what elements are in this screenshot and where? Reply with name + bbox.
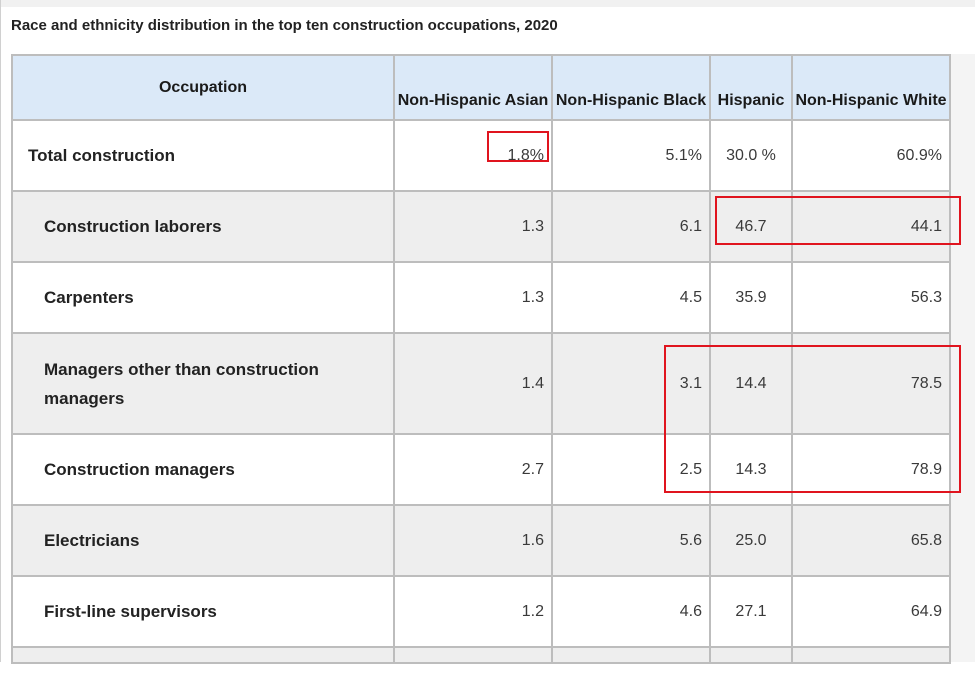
row-label: Managers other than construction manager… xyxy=(11,332,395,435)
chart-title: Race and ethnicity distribution in the t… xyxy=(11,17,558,34)
cell-hispanic: 27.1 xyxy=(709,575,793,648)
partial-cell xyxy=(551,646,711,664)
cell-white: 44.1 xyxy=(791,190,951,263)
cell-white: 60.9% xyxy=(791,119,951,192)
table-row: Managers other than construction manager… xyxy=(11,332,951,435)
partial-cell xyxy=(791,646,951,664)
table-row: Carpenters 1.3 4.5 35.9 56.3 xyxy=(11,261,951,334)
table-row: Construction laborers 1.3 6.1 46.7 44.1 xyxy=(11,190,951,263)
cell-asian: 1.8% xyxy=(393,119,553,192)
partial-cell xyxy=(709,646,793,664)
cell-black: 3.1 xyxy=(551,332,711,435)
row-label: Electricians xyxy=(11,504,395,577)
cell-asian: 1.4 xyxy=(393,332,553,435)
row-label: First-line supervisors xyxy=(11,575,395,648)
right-shade xyxy=(950,54,975,662)
cell-asian: 1.3 xyxy=(393,261,553,334)
cell-asian: 2.7 xyxy=(393,433,553,506)
cell-hispanic: 35.9 xyxy=(709,261,793,334)
left-rule xyxy=(0,0,1,662)
cell-hispanic: 30.0 % xyxy=(709,119,793,192)
cell-black: 5.1% xyxy=(551,119,711,192)
cell-hispanic: 14.3 xyxy=(709,433,793,506)
partial-cell xyxy=(11,646,395,664)
cell-white: 78.9 xyxy=(791,433,951,506)
cell-black: 4.6 xyxy=(551,575,711,648)
cell-hispanic: 46.7 xyxy=(709,190,793,263)
cell-white: 56.3 xyxy=(791,261,951,334)
column-header-white: Non-Hispanic White xyxy=(791,54,951,121)
cell-asian: 1.3 xyxy=(393,190,553,263)
table-row: Construction managers 2.7 2.5 14.3 78.9 xyxy=(11,433,951,506)
cell-black: 2.5 xyxy=(551,433,711,506)
cell-white: 64.9 xyxy=(791,575,951,648)
partial-cell xyxy=(393,646,553,664)
cell-white: 65.8 xyxy=(791,504,951,577)
data-table: Occupation Non-Hispanic Asian Non-Hispan… xyxy=(11,54,951,664)
cell-hispanic: 14.4 xyxy=(709,332,793,435)
column-header-hispanic: Hispanic xyxy=(709,54,793,121)
row-label: Carpenters xyxy=(11,261,395,334)
column-header-occupation: Occupation xyxy=(11,54,395,121)
cell-black: 6.1 xyxy=(551,190,711,263)
cell-black: 4.5 xyxy=(551,261,711,334)
table-row-partial xyxy=(11,646,951,664)
table-row: First-line supervisors 1.2 4.6 27.1 64.9 xyxy=(11,575,951,648)
cell-asian: 1.2 xyxy=(393,575,553,648)
cell-black: 5.6 xyxy=(551,504,711,577)
row-label: Construction managers xyxy=(11,433,395,506)
table-row: Total construction 1.8% 5.1% 30.0 % 60.9… xyxy=(11,119,951,192)
column-header-black: Non-Hispanic Black xyxy=(551,54,711,121)
cell-white: 78.5 xyxy=(791,332,951,435)
row-label: Construction laborers xyxy=(11,190,395,263)
header-row: Occupation Non-Hispanic Asian Non-Hispan… xyxy=(11,54,951,121)
row-label: Total construction xyxy=(11,119,395,192)
cell-asian: 1.6 xyxy=(393,504,553,577)
cell-hispanic: 25.0 xyxy=(709,504,793,577)
top-strip xyxy=(0,0,975,7)
column-header-asian: Non-Hispanic Asian xyxy=(393,54,553,121)
table-row: Electricians 1.6 5.6 25.0 65.8 xyxy=(11,504,951,577)
